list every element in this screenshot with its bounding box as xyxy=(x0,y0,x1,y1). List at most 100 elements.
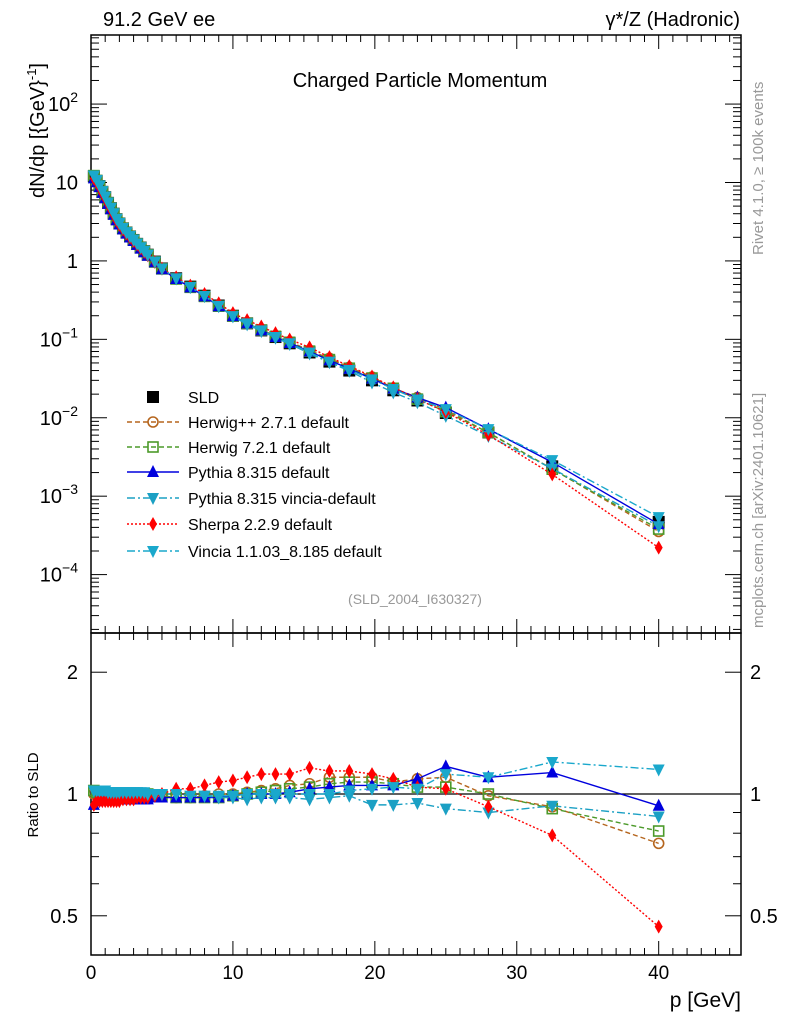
y-tick-exp: −2 xyxy=(62,403,78,419)
sherpa-2-2-9-default-ratio-point xyxy=(228,773,237,788)
sherpa-2-2-9-default-ratio-point xyxy=(325,763,334,778)
y-tick-base: 10 xyxy=(40,486,62,508)
sherpa-2-2-9-default-ratio-point xyxy=(271,767,280,782)
vincia-1-1-03-8-185-default-point xyxy=(652,512,665,525)
legend-label: Vincia 1.1.03_8.185 default xyxy=(188,544,382,561)
legend-marker xyxy=(149,517,157,531)
vincia-1-1-03-8-185-default-line xyxy=(93,175,660,518)
y-axis-label: dN/dp [{GeV}-1] xyxy=(24,63,49,198)
vincia-1-1-03-8-185-default-ratio-point xyxy=(482,772,495,785)
y-tick-base: 10 xyxy=(56,172,78,194)
legend-marker xyxy=(147,441,159,453)
vincia-1-1-03-8-185-default-ratio-point xyxy=(269,789,282,801)
ratio-tick-label: 2 xyxy=(67,662,78,684)
x-tick-label: 0 xyxy=(86,963,97,984)
vincia-1-1-03-8-185-default-point xyxy=(343,364,356,377)
y-tick-exp: −1 xyxy=(62,324,78,340)
vincia-1-1-03-8-185-default-point xyxy=(387,383,400,396)
vincia-1-1-03-8-185-default-ratio-point xyxy=(652,764,665,777)
pythia-8-315-vincia-default-ratio-point xyxy=(366,799,379,812)
y-tick-base: 10 xyxy=(40,408,62,430)
data-marks xyxy=(87,169,665,934)
header-left: 91.2 GeV ee xyxy=(103,9,215,31)
pythia-8-315-default-ratio-point xyxy=(546,765,559,778)
vincia-1-1-03-8-185-default-ratio-point xyxy=(226,790,239,803)
pythia-8-315-vincia-default-point xyxy=(652,521,665,534)
y-tick-label: 102 xyxy=(48,89,78,116)
ratio-axis-label: Ratio to SLD xyxy=(25,752,42,837)
sherpa-2-2-9-default-ratio-point xyxy=(305,760,314,775)
x-axis-label: p [GeV] xyxy=(670,989,741,1012)
header-right: γ*/Z (Hadronic) xyxy=(606,9,740,31)
x-tick-label: 40 xyxy=(648,963,669,984)
analysis-id: (SLD_2004_I630327) xyxy=(348,591,482,607)
vincia-1-1-03-8-185-default-ratio-point xyxy=(387,782,400,795)
rivet-label: Rivet 4.1.0, ≥ 100k events xyxy=(750,82,767,255)
sherpa-2-2-9-default-ratio-point xyxy=(368,767,377,782)
legend-label-sld: SLD xyxy=(188,390,219,407)
y-tick-base: 10 xyxy=(48,94,70,116)
vincia-1-1-03-8-185-default-point xyxy=(99,191,112,204)
x-tick-label: 20 xyxy=(364,963,385,984)
y-tick-label: 10−3 xyxy=(40,481,78,508)
legend-label: Pythia 8.315 vincia-default xyxy=(188,491,376,508)
sherpa-2-2-9-default-ratio-point xyxy=(200,778,209,793)
sherpa-2-2-9-default-ratio-point xyxy=(345,763,354,778)
vincia-1-1-03-8-185-default-point xyxy=(170,273,183,286)
herwig-7-2-1-default-line xyxy=(93,175,660,530)
sherpa-2-2-9-default-ratio-point xyxy=(548,828,557,843)
vincia-1-1-03-8-185-default-ratio-point xyxy=(255,789,268,801)
y-tick-label: 10−4 xyxy=(40,560,78,587)
y-axis-label-exp: -1 xyxy=(24,69,39,81)
vincia-1-1-03-8-185-default-ratio-point xyxy=(546,756,559,769)
sherpa-2-2-9-default-point xyxy=(654,540,663,555)
ratio-tick-label-right: 0.5 xyxy=(750,906,778,928)
ratio-tick-label-right: 1 xyxy=(750,784,761,806)
vincia-1-1-03-8-185-default-point xyxy=(184,281,197,294)
y-tick-exp: 2 xyxy=(70,89,78,105)
y-tick-label: 10−1 xyxy=(40,324,78,351)
ratio-tick-label-right: 2 xyxy=(750,662,761,684)
vincia-1-1-03-8-185-default-point xyxy=(212,300,225,313)
vincia-1-1-03-8-185-default-ratio-point xyxy=(439,769,452,782)
legend-marker-sld xyxy=(147,391,159,403)
vincia-1-1-03-8-185-default-point xyxy=(546,455,559,468)
legend: SLD Herwig++ 2.7.1 default Herwig 7.2.1 de… xyxy=(127,390,382,561)
y-tick-label: 10−2 xyxy=(40,403,78,430)
vincia-1-1-03-8-185-default-point xyxy=(198,291,211,304)
ratio-tick-label: 1 xyxy=(67,784,78,806)
vincia-1-1-03-8-185-default-ratio-point xyxy=(241,789,254,801)
vincia-1-1-03-8-185-default-point xyxy=(283,338,296,351)
pythia-8-315-vincia-default-ratio-point xyxy=(546,800,559,813)
sherpa-2-2-9-default-ratio-point xyxy=(484,799,493,814)
sherpa-2-2-9-default-ratio-point xyxy=(441,781,450,796)
vincia-1-1-03-8-185-default-ratio-point xyxy=(323,789,336,801)
sherpa-2-2-9-default-ratio-point xyxy=(654,919,663,934)
pythia-8-315-vincia-default-ratio-point xyxy=(652,811,665,824)
pythia-8-315-vincia-default-ratio-point xyxy=(439,803,452,816)
y-tick-base: 10 xyxy=(40,329,62,351)
y-tick-label: 1 xyxy=(67,251,78,273)
legend-label: Pythia 8.315 default xyxy=(188,465,330,482)
vincia-1-1-03-8-185-default-point xyxy=(241,318,254,331)
vincia-1-1-03-8-185-default-ratio-point xyxy=(411,783,424,796)
sherpa-2-2-9-default-ratio-point xyxy=(257,767,266,782)
pythia-8-315-vincia-default-ratio-point xyxy=(387,799,400,812)
vincia-1-1-03-8-185-default-ratio-point xyxy=(212,790,225,803)
y-tick-base: 10 xyxy=(40,565,62,587)
vincia-1-1-03-8-185-default-point xyxy=(269,332,282,345)
vincia-1-1-03-8-185-default-point xyxy=(482,424,495,437)
vincia-1-1-03-8-185-default-ratio-point xyxy=(283,789,296,801)
y-axis-label-text: dN/dp [{GeV} xyxy=(27,80,49,198)
vincia-1-1-03-8-185-default-ratio-point xyxy=(343,785,356,798)
herwig-2-7-1-default-ratio-point xyxy=(652,837,665,850)
vincia-1-1-03-8-185-default-point xyxy=(439,404,452,417)
pythia-8-315-default-ratio-point xyxy=(411,771,424,784)
herwig-2-7-1-default-line xyxy=(93,175,660,533)
vincia-1-1-03-8-185-default-ratio-point xyxy=(155,789,168,801)
vincia-1-1-03-8-185-default-point xyxy=(366,374,379,387)
vincia-1-1-03-8-185-default-point xyxy=(255,325,268,338)
ratio-tick-label: 0.5 xyxy=(50,906,78,928)
vincia-1-1-03-8-185-default-point xyxy=(323,356,336,369)
